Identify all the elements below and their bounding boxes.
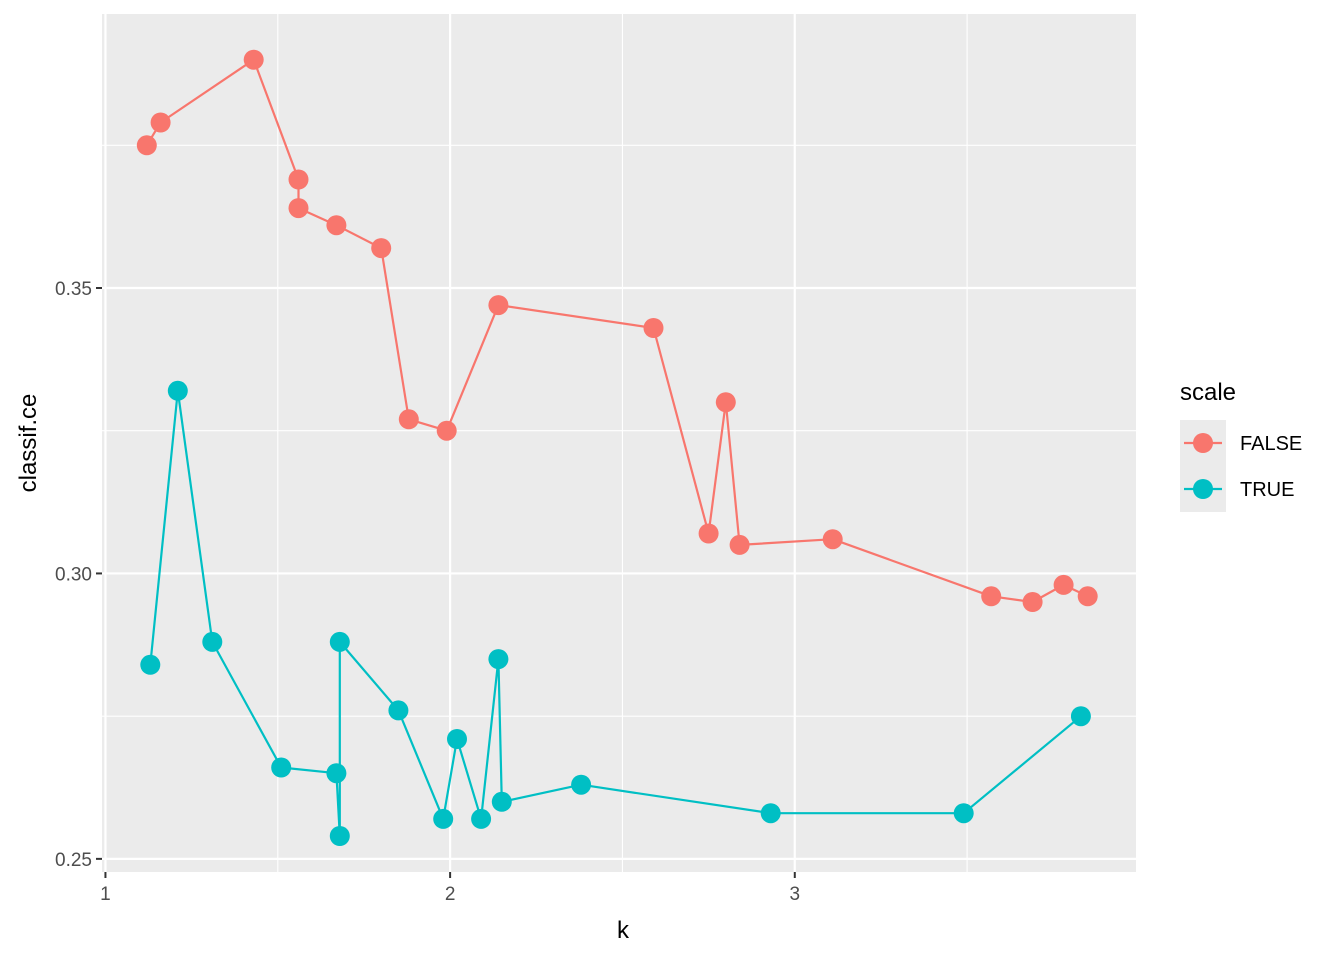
legend-label-true: TRUE xyxy=(1240,479,1294,501)
x-tick-label: 3 xyxy=(789,884,800,905)
x-axis: 1 2 3 xyxy=(100,872,800,905)
y-axis: 0.25 0.30 0.35 xyxy=(55,279,102,871)
y-tick-label: 0.30 xyxy=(55,564,92,585)
data-point-false xyxy=(398,409,419,430)
legend-key-point-false xyxy=(1193,433,1213,453)
data-point-false xyxy=(1053,574,1074,595)
data-point-true xyxy=(329,826,350,846)
data-point-false xyxy=(488,295,509,316)
data-point-true xyxy=(140,654,161,675)
minor-gridlines xyxy=(102,14,1136,872)
legend: scale FALSE TRUE xyxy=(1180,379,1302,512)
data-point-false xyxy=(371,238,392,259)
x-axis-title: k xyxy=(617,917,630,944)
data-point-false xyxy=(643,318,664,338)
data-point-false xyxy=(822,529,843,550)
data-point-true xyxy=(447,729,467,749)
data-point-true xyxy=(326,763,347,784)
data-point-true xyxy=(433,808,454,829)
legend-item-false: FALSE xyxy=(1180,420,1302,466)
data-point-false xyxy=(715,392,736,413)
data-point-true xyxy=(488,649,509,670)
y-tick-label: 0.35 xyxy=(55,279,92,300)
data-point-false xyxy=(436,420,457,441)
data-point-true xyxy=(471,808,492,829)
legend-items: FALSE TRUE xyxy=(1180,420,1302,512)
data-point-false xyxy=(326,215,347,236)
data-point-false xyxy=(288,198,309,219)
major-gridlines xyxy=(102,14,1136,872)
legend-key-point-true xyxy=(1193,479,1213,499)
data-point-false xyxy=(136,135,157,156)
data-point-false xyxy=(729,534,750,555)
legend-item-true: TRUE xyxy=(1180,466,1294,512)
data-point-false xyxy=(1077,586,1098,607)
data-point-true xyxy=(1070,706,1091,727)
data-point-true xyxy=(329,631,350,652)
y-axis-title: classif.ce xyxy=(15,394,42,493)
legend-label-false: FALSE xyxy=(1240,433,1302,455)
x-tick-label: 2 xyxy=(445,884,456,905)
data-point-true xyxy=(760,803,781,824)
data-point-true xyxy=(167,380,188,401)
plot-panel xyxy=(102,14,1136,872)
data-point-false xyxy=(1022,592,1043,612)
data-point-true xyxy=(491,791,512,812)
data-point-true xyxy=(388,700,409,721)
data-point-false xyxy=(288,169,309,190)
data-point-true xyxy=(271,757,292,778)
data-point-true xyxy=(571,774,592,795)
data-point-true xyxy=(202,631,223,652)
data-point-false xyxy=(981,586,1002,607)
series-true xyxy=(140,380,1091,846)
data-point-false xyxy=(698,523,719,544)
legend-title: scale xyxy=(1180,379,1236,406)
y-tick-label: 0.25 xyxy=(55,850,92,871)
data-point-true xyxy=(953,803,974,824)
x-tick-label: 1 xyxy=(100,884,111,905)
data-point-false xyxy=(150,112,171,133)
data-point-false xyxy=(243,49,264,70)
series-layer xyxy=(136,49,1098,846)
series-false xyxy=(136,49,1098,612)
